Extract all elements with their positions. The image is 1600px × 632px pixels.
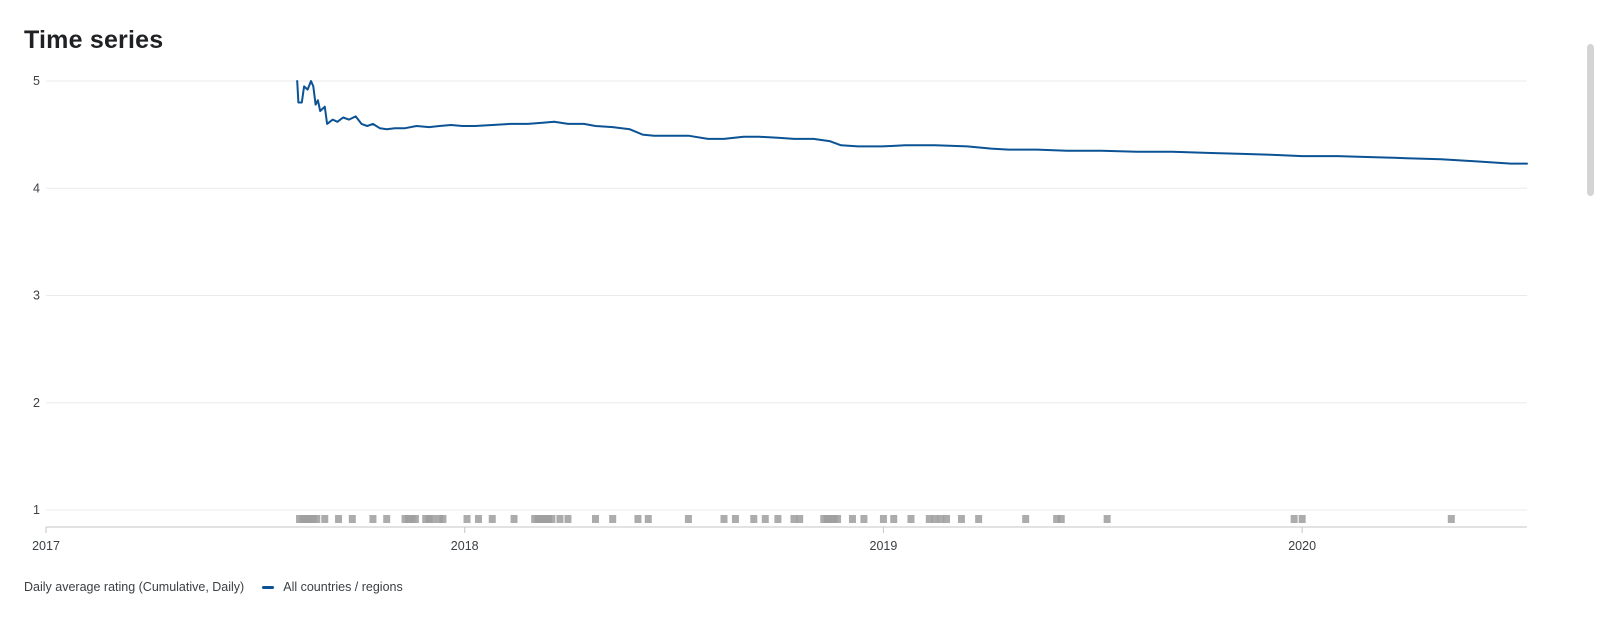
- x-tick-label: 2019: [870, 539, 898, 553]
- legend-series-swatch: [262, 585, 275, 589]
- x-tick-label: 2020: [1288, 539, 1316, 553]
- y-tick-label: 3: [33, 289, 40, 303]
- event-marker[interactable]: [439, 515, 447, 523]
- event-marker[interactable]: [750, 515, 758, 523]
- legend-series-label[interactable]: All countries / regions: [283, 580, 403, 594]
- event-marker[interactable]: [684, 515, 692, 523]
- event-marker[interactable]: [634, 515, 642, 523]
- event-marker[interactable]: [925, 515, 933, 523]
- event-markers: [296, 515, 1455, 523]
- event-marker[interactable]: [1103, 515, 1111, 523]
- event-marker[interactable]: [834, 515, 842, 523]
- event-marker[interactable]: [860, 515, 868, 523]
- event-marker[interactable]: [1298, 515, 1306, 523]
- event-marker[interactable]: [369, 515, 377, 523]
- legend-metric-label: Daily average rating (Cumulative, Daily): [24, 580, 245, 594]
- event-marker[interactable]: [796, 515, 804, 523]
- event-marker[interactable]: [774, 515, 782, 523]
- y-tick-label: 1: [33, 503, 40, 517]
- y-tick-label: 5: [33, 74, 40, 88]
- series-lines: [296, 80, 1528, 165]
- event-marker[interactable]: [411, 515, 419, 523]
- x-tick-label: 2018: [451, 539, 479, 553]
- chart-legend: Daily average rating (Cumulative, Daily)…: [24, 580, 403, 594]
- event-marker[interactable]: [644, 515, 652, 523]
- event-marker[interactable]: [348, 515, 356, 523]
- event-marker[interactable]: [429, 515, 437, 523]
- event-marker[interactable]: [931, 515, 939, 523]
- event-marker[interactable]: [488, 515, 496, 523]
- grid-lines: [46, 80, 1527, 511]
- event-marker[interactable]: [761, 515, 769, 523]
- event-marker[interactable]: [383, 515, 391, 523]
- event-marker[interactable]: [321, 515, 329, 523]
- event-marker[interactable]: [591, 515, 599, 523]
- y-tick-label: 4: [33, 181, 40, 195]
- event-marker[interactable]: [848, 515, 856, 523]
- event-marker[interactable]: [1447, 515, 1455, 523]
- event-marker[interactable]: [943, 515, 951, 523]
- chart-title: Time series: [24, 26, 164, 54]
- series-line-all-countries: [296, 80, 1528, 165]
- event-marker[interactable]: [879, 515, 887, 523]
- event-marker[interactable]: [890, 515, 898, 523]
- y-tick-label: 2: [33, 396, 40, 410]
- event-marker[interactable]: [975, 515, 983, 523]
- event-marker[interactable]: [937, 515, 945, 523]
- event-marker[interactable]: [1057, 515, 1065, 523]
- time-series-chart: 1 2 3 4 5 2017 2018 2019 2020: [32, 74, 1528, 553]
- event-marker[interactable]: [731, 515, 739, 523]
- event-marker[interactable]: [609, 515, 617, 523]
- event-marker[interactable]: [720, 515, 728, 523]
- event-marker[interactable]: [1290, 515, 1298, 523]
- event-marker[interactable]: [335, 515, 343, 523]
- event-marker[interactable]: [564, 515, 572, 523]
- vertical-scrollbar[interactable]: [1587, 44, 1594, 196]
- event-marker[interactable]: [463, 515, 471, 523]
- event-marker[interactable]: [790, 515, 798, 523]
- event-marker[interactable]: [548, 515, 556, 523]
- event-marker[interactable]: [510, 515, 518, 523]
- event-marker[interactable]: [1053, 515, 1061, 523]
- event-marker[interactable]: [957, 515, 965, 523]
- event-marker[interactable]: [313, 515, 321, 523]
- event-marker[interactable]: [907, 515, 915, 523]
- event-marker[interactable]: [556, 515, 564, 523]
- y-axis-ticks: 1 2 3 4 5: [33, 74, 40, 517]
- event-marker[interactable]: [474, 515, 482, 523]
- event-marker[interactable]: [1022, 515, 1030, 523]
- x-tick-label: 2017: [32, 539, 60, 553]
- x-axis: 2017 2018 2019 2020: [32, 526, 1527, 553]
